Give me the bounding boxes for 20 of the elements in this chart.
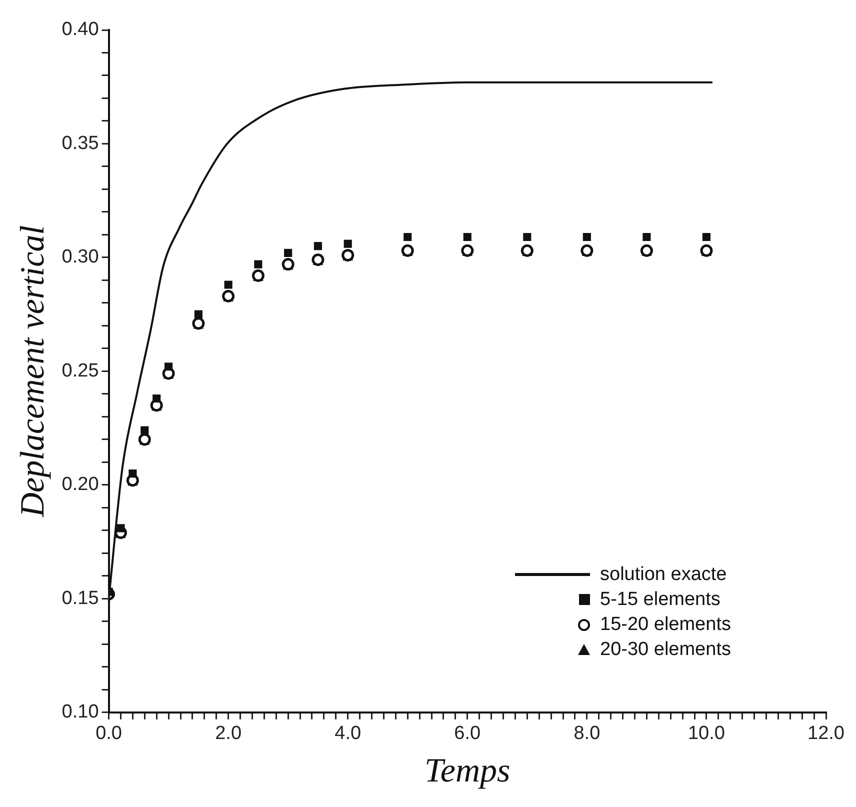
y-tick-label: 0.30	[62, 246, 99, 268]
x-tick-label: 0.0	[96, 723, 122, 744]
y-tick-label: 0.25	[62, 360, 99, 382]
legend-label: 15-20 elements	[600, 613, 731, 638]
x-tick-label: 10.0	[688, 723, 725, 744]
x-tick-label: 2.0	[215, 723, 242, 744]
legend-label: solution exacte	[600, 563, 727, 588]
legend-label: 20-30 elements	[600, 638, 731, 662]
legend-label: 5-15 elements	[600, 588, 720, 612]
y-tick-label: 0.10	[62, 702, 99, 723]
y-tick-label: 0.15	[62, 588, 99, 609]
y-tick-label: 0.35	[62, 132, 99, 154]
y-tick-label: 0.20	[62, 474, 99, 496]
x-axis-title: Temps	[424, 752, 510, 790]
y-axis-title: Deplacement vertical	[14, 225, 52, 518]
x-tick-label: 12.0	[808, 723, 844, 744]
x-tick-label: 8.0	[574, 723, 600, 744]
y-tick-label: 0.40	[62, 19, 99, 40]
x-tick-label: 6.0	[454, 723, 481, 744]
x-tick-label: 4.0	[334, 723, 362, 744]
